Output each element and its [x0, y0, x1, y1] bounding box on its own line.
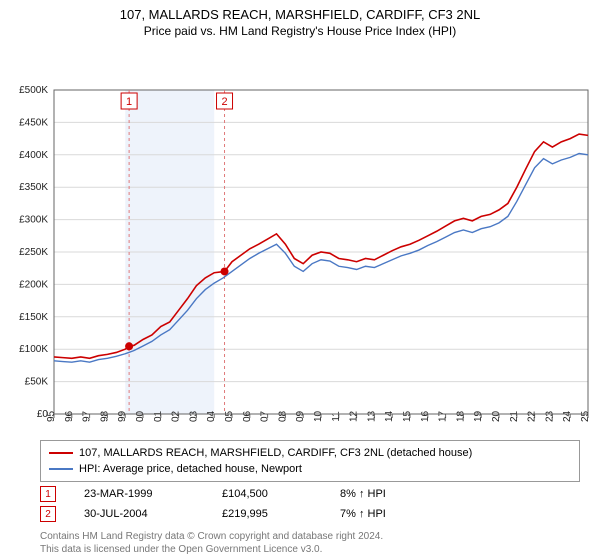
svg-text:£50K: £50K: [25, 376, 49, 387]
svg-text:£300K: £300K: [19, 214, 48, 225]
legend-swatch: [49, 452, 73, 454]
legend-label: HPI: Average price, detached house, Newp…: [79, 463, 302, 475]
svg-text:2005: 2005: [224, 410, 235, 422]
svg-text:2: 2: [221, 96, 227, 108]
svg-text:£400K: £400K: [19, 149, 48, 160]
svg-text:1995: 1995: [46, 410, 57, 422]
svg-text:2003: 2003: [188, 410, 199, 422]
svg-text:£150K: £150K: [19, 311, 48, 322]
sale-row-1: 1 23-MAR-1999 £104,500 8% ↑ HPI: [40, 486, 386, 502]
svg-text:2023: 2023: [544, 410, 555, 422]
price-chart: £0£50K£100K£150K£200K£250K£300K£350K£400…: [0, 42, 600, 422]
svg-text:2013: 2013: [366, 410, 377, 422]
svg-text:2020: 2020: [491, 410, 502, 422]
legend-label: 107, MALLARDS REACH, MARSHFIELD, CARDIFF…: [79, 447, 472, 459]
sale-date: 23-MAR-1999: [84, 488, 194, 500]
sale-price: £104,500: [222, 488, 312, 500]
svg-text:1999: 1999: [117, 410, 128, 422]
sale-hpi-diff: 7% ↑ HPI: [340, 508, 386, 520]
svg-text:£350K: £350K: [19, 182, 48, 193]
svg-text:2001: 2001: [153, 410, 164, 422]
svg-text:2008: 2008: [277, 410, 288, 422]
sale-row-2: 2 30-JUL-2004 £219,995 7% ↑ HPI: [40, 506, 386, 522]
credit-line-2: This data is licensed under the Open Gov…: [40, 544, 322, 555]
svg-text:2009: 2009: [295, 410, 306, 422]
sale-date: 30-JUL-2004: [84, 508, 194, 520]
svg-text:2019: 2019: [473, 410, 484, 422]
chart-subtitle: Price paid vs. HM Land Registry's House …: [0, 24, 600, 42]
chart-title: 107, MALLARDS REACH, MARSHFIELD, CARDIFF…: [0, 0, 600, 24]
svg-text:£500K: £500K: [19, 85, 48, 96]
svg-text:2018: 2018: [455, 410, 466, 422]
svg-text:2004: 2004: [206, 410, 217, 422]
sale-price: £219,995: [222, 508, 312, 520]
svg-text:2006: 2006: [242, 410, 253, 422]
svg-text:£200K: £200K: [19, 279, 48, 290]
sale-marker-box: 2: [40, 506, 56, 522]
svg-text:1997: 1997: [82, 410, 93, 422]
svg-text:2015: 2015: [402, 410, 413, 422]
svg-text:2017: 2017: [438, 410, 449, 422]
legend-swatch: [49, 468, 73, 470]
svg-text:2000: 2000: [135, 410, 146, 422]
legend-row: HPI: Average price, detached house, Newp…: [49, 461, 571, 477]
svg-text:2016: 2016: [420, 410, 431, 422]
legend-row: 107, MALLARDS REACH, MARSHFIELD, CARDIFF…: [49, 445, 571, 461]
credit-text: Contains HM Land Registry data © Crown c…: [40, 530, 580, 556]
svg-text:2021: 2021: [509, 410, 520, 422]
svg-text:£250K: £250K: [19, 247, 48, 258]
svg-text:1998: 1998: [99, 410, 110, 422]
svg-text:2014: 2014: [384, 410, 395, 422]
svg-text:2022: 2022: [527, 410, 538, 422]
sale-hpi-diff: 8% ↑ HPI: [340, 488, 386, 500]
svg-text:1996: 1996: [64, 410, 75, 422]
svg-text:2002: 2002: [171, 410, 182, 422]
svg-text:2012: 2012: [349, 410, 360, 422]
svg-text:2011: 2011: [331, 410, 342, 421]
credit-line-1: Contains HM Land Registry data © Crown c…: [40, 531, 383, 542]
svg-text:£450K: £450K: [19, 117, 48, 128]
legend: 107, MALLARDS REACH, MARSHFIELD, CARDIFF…: [40, 440, 580, 482]
svg-text:2010: 2010: [313, 410, 324, 422]
svg-text:1: 1: [126, 96, 132, 108]
svg-text:2024: 2024: [562, 410, 573, 422]
svg-text:2025: 2025: [580, 410, 591, 422]
svg-text:£100K: £100K: [19, 344, 48, 355]
svg-text:2007: 2007: [260, 410, 271, 422]
sale-marker-box: 1: [40, 486, 56, 502]
